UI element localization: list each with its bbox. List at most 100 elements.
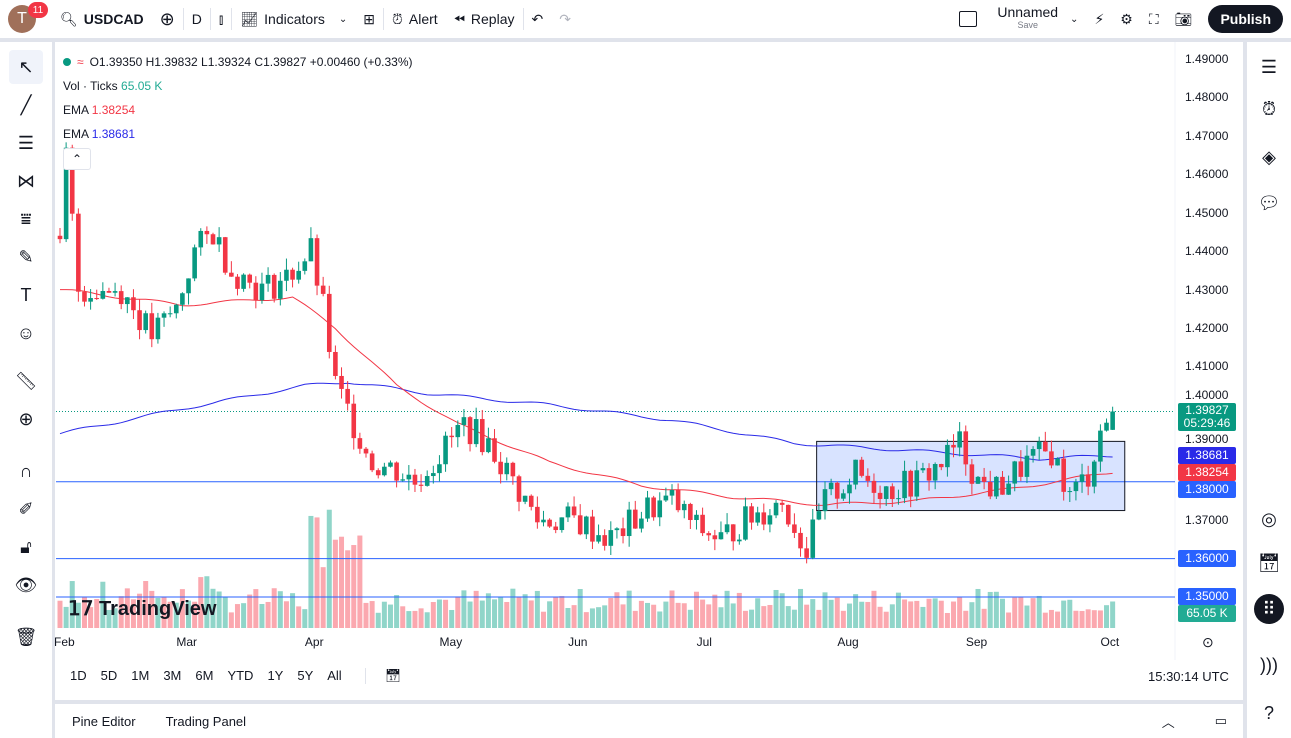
goto-date-button[interactable]: 📅︎ bbox=[364, 668, 416, 684]
candle-body bbox=[63, 147, 69, 240]
snapshot-button[interactable]: 📷︎ bbox=[1167, 0, 1201, 38]
gear-icon: ⚙ bbox=[1120, 10, 1133, 27]
range-6m[interactable]: 6M bbox=[195, 668, 214, 683]
layers-button[interactable]: ◈ bbox=[1254, 142, 1284, 172]
remove-drawings-tool[interactable]: 🗑︎ bbox=[9, 620, 43, 654]
range-5y[interactable]: 5Y bbox=[297, 668, 314, 683]
volume-bar bbox=[424, 612, 430, 628]
collapse-legend-button[interactable]: ⌃ bbox=[63, 148, 91, 170]
alert-button[interactable]: ⏰︎ Alert bbox=[384, 0, 446, 38]
publish-button[interactable]: Publish bbox=[1208, 5, 1283, 33]
volume-bar bbox=[957, 597, 963, 628]
pattern-tool[interactable]: ⋈ bbox=[9, 164, 43, 198]
maximize-panel-button[interactable]: ▭ bbox=[1214, 713, 1227, 728]
chat-button[interactable]: 💬︎ bbox=[1254, 188, 1284, 218]
volume-bar bbox=[106, 609, 112, 628]
candle-body bbox=[339, 375, 344, 389]
volume-bar bbox=[1012, 597, 1018, 628]
volume-bar bbox=[161, 596, 167, 628]
candle-body bbox=[767, 515, 773, 525]
watchlist-button[interactable]: ☰ bbox=[1254, 52, 1284, 82]
quick-search-button[interactable]: ⚡︎ bbox=[1086, 0, 1112, 38]
apps-button[interactable]: ⠿ bbox=[1254, 594, 1284, 624]
settings-button[interactable]: ⚙ bbox=[1112, 0, 1141, 38]
brush-tool[interactable]: ✎ bbox=[9, 240, 43, 274]
volume-bar bbox=[804, 604, 810, 628]
candle-body bbox=[186, 278, 191, 294]
chart-type-button[interactable]: ⫾ bbox=[211, 0, 231, 38]
volume-bar bbox=[1085, 609, 1091, 628]
undo-button[interactable]: ↶ bbox=[524, 0, 552, 38]
range-all[interactable]: All bbox=[327, 668, 342, 683]
pine-editor-tab[interactable]: Pine Editor bbox=[72, 713, 136, 729]
trendline-tool[interactable]: ╱ bbox=[9, 88, 43, 122]
candle-body bbox=[271, 274, 277, 299]
layout-button[interactable]: Unnamed Save ⌄ bbox=[951, 0, 1086, 38]
volume-bar bbox=[889, 604, 895, 628]
cursor-tool[interactable]: ↖ bbox=[9, 50, 43, 84]
range-ytd[interactable]: YTD bbox=[227, 668, 254, 683]
volume-bar bbox=[902, 599, 908, 628]
tradingview-logo[interactable]: 𝟣𝟩 TradingView bbox=[68, 596, 216, 621]
clock[interactable]: 15:30:14 UTC bbox=[1148, 669, 1229, 684]
stay-drawing-tool[interactable]: ✐ bbox=[9, 492, 43, 526]
magnet-tool[interactable]: ∩ bbox=[9, 454, 43, 488]
text-tool[interactable]: T bbox=[9, 278, 43, 312]
candle-body bbox=[155, 317, 161, 340]
streams-button[interactable]: ))) bbox=[1254, 650, 1284, 680]
target-button[interactable]: ◎ bbox=[1254, 504, 1284, 534]
ruler-tool[interactable]: 📏︎ bbox=[9, 364, 43, 398]
hide-drawings-tool[interactable]: 👁︎ bbox=[9, 568, 43, 602]
range-1d[interactable]: 1D bbox=[70, 668, 87, 683]
replay-button[interactable]: ⏪︎ Replay bbox=[446, 0, 523, 38]
candle-body bbox=[645, 497, 650, 519]
candle-body bbox=[1018, 461, 1024, 477]
forecast-tool[interactable]: ⩸ bbox=[9, 202, 43, 236]
volume-bar bbox=[216, 591, 222, 628]
chart-panel[interactable] bbox=[55, 42, 1243, 700]
range-1m[interactable]: 1M bbox=[131, 668, 150, 683]
zoom-tool[interactable]: ⊕ bbox=[9, 402, 43, 436]
price-tick: 1.41000 bbox=[1185, 359, 1229, 374]
candle-body bbox=[137, 310, 142, 331]
timezone-settings-icon[interactable]: ⊙ bbox=[1202, 634, 1214, 650]
volume-bar bbox=[467, 601, 473, 628]
volume-bar bbox=[785, 606, 791, 628]
volume-bar bbox=[100, 581, 106, 628]
candle-body bbox=[804, 548, 809, 558]
range-1y[interactable]: 1Y bbox=[267, 668, 284, 683]
range-5d[interactable]: 5D bbox=[100, 668, 118, 683]
candle-body bbox=[528, 495, 534, 507]
fullscreen-button[interactable]: ⛶ bbox=[1141, 0, 1167, 38]
volume-bar bbox=[1091, 610, 1097, 628]
volume-bar bbox=[632, 610, 638, 628]
candle-body bbox=[235, 276, 240, 289]
calendar-button[interactable]: 📅︎ bbox=[1254, 548, 1284, 578]
help-button[interactable]: ? bbox=[1254, 698, 1284, 728]
compare-symbol-button[interactable]: ⊕ bbox=[152, 0, 183, 38]
candle-body bbox=[449, 435, 454, 438]
emoji-tool[interactable]: ☺ bbox=[9, 316, 43, 350]
candle-body bbox=[88, 298, 93, 302]
zoom-in-icon: ⊕ bbox=[18, 408, 34, 429]
candle-body bbox=[847, 484, 852, 494]
symbol-search[interactable]: 🔍︎ USDCAD bbox=[52, 0, 152, 38]
candle-body bbox=[706, 533, 712, 536]
interval-button[interactable]: D bbox=[191, 11, 202, 27]
collapse-panel-button[interactable]: ︿ bbox=[1161, 714, 1175, 730]
fib-lines-icon: ☰ bbox=[17, 132, 35, 153]
candle-body bbox=[479, 419, 485, 453]
templates-button[interactable]: ⊞ bbox=[355, 0, 383, 38]
volume-bar bbox=[88, 607, 94, 628]
volume-bar bbox=[504, 601, 510, 628]
fib-tool[interactable]: ☰ bbox=[9, 126, 43, 160]
indicators-button[interactable]: 📈︎ Indicators ⌄ bbox=[232, 0, 355, 38]
volume-bar bbox=[577, 589, 583, 628]
volume-bar bbox=[1055, 611, 1061, 628]
redo-button[interactable]: ↷ bbox=[551, 0, 579, 38]
range-3m[interactable]: 3M bbox=[163, 668, 182, 683]
lock-drawings-tool[interactable]: 🔓︎ bbox=[9, 530, 43, 564]
trading-panel-tab[interactable]: Trading Panel bbox=[165, 713, 247, 729]
alerts-button[interactable]: ⏰︎ bbox=[1254, 94, 1284, 124]
